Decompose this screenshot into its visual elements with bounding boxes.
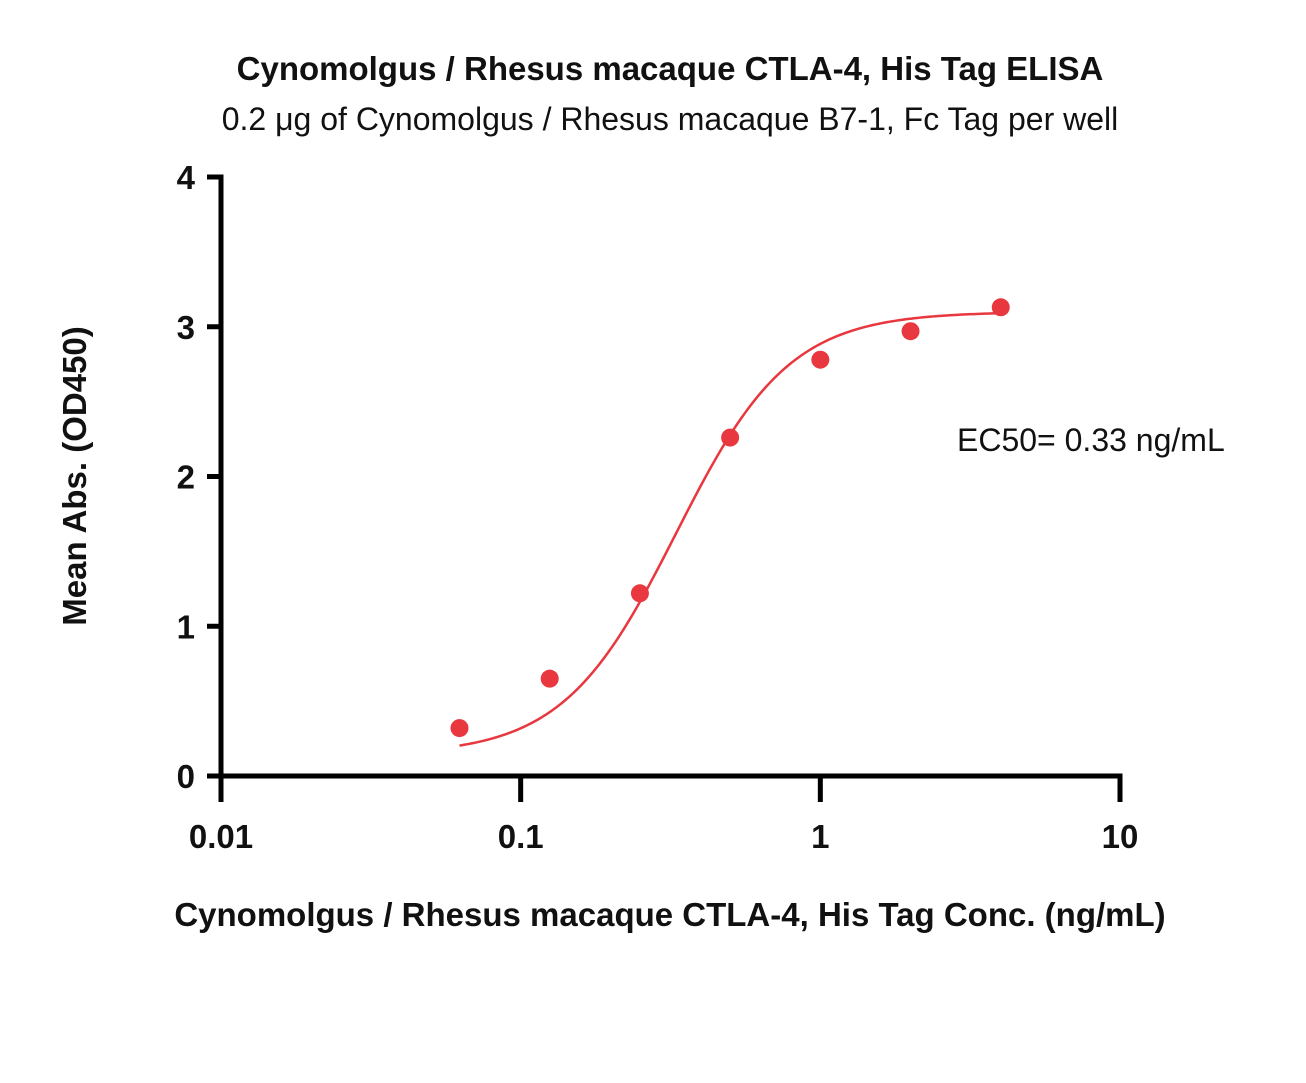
plot-area: 0 1 2 3 4 0.01 0.1 1 10	[177, 159, 1139, 855]
data-point	[901, 322, 920, 341]
x-tick-label: 0.01	[189, 818, 253, 855]
y-tick-label: 1	[177, 608, 195, 645]
data-point	[630, 584, 649, 603]
y-tick-label: 0	[177, 758, 195, 795]
fit-curve	[459, 311, 1001, 747]
x-axis-ticks: 0.01 0.1 1 10	[189, 776, 1138, 855]
data-point	[811, 350, 830, 369]
data-point	[991, 298, 1010, 317]
x-tick-label: 1	[811, 818, 829, 855]
fit-curve-group	[459, 311, 1001, 747]
axes	[218, 174, 1123, 779]
chart-title: Cynomolgus / Rhesus macaque CTLA-4, His …	[237, 50, 1104, 87]
y-tick-label: 4	[177, 159, 196, 196]
x-tick-label: 10	[1102, 818, 1139, 855]
y-tick-label: 3	[177, 309, 195, 346]
chart-subtitle: 0.2 μg of Cynomolgus / Rhesus macaque B7…	[222, 101, 1119, 137]
x-tick-label: 0.1	[498, 818, 544, 855]
x-axis-label: Cynomolgus / Rhesus macaque CTLA-4, His …	[174, 896, 1165, 933]
data-point	[450, 719, 469, 738]
y-axis-ticks: 0 1 2 3 4	[177, 159, 221, 795]
data-points	[450, 298, 1010, 738]
data-point	[721, 428, 740, 447]
ec50-annotation: EC50= 0.33 ng/mL	[957, 422, 1225, 458]
y-tick-label: 2	[177, 459, 195, 496]
data-point	[540, 669, 559, 688]
y-axis-label: Mean Abs. (OD450)	[56, 326, 93, 626]
